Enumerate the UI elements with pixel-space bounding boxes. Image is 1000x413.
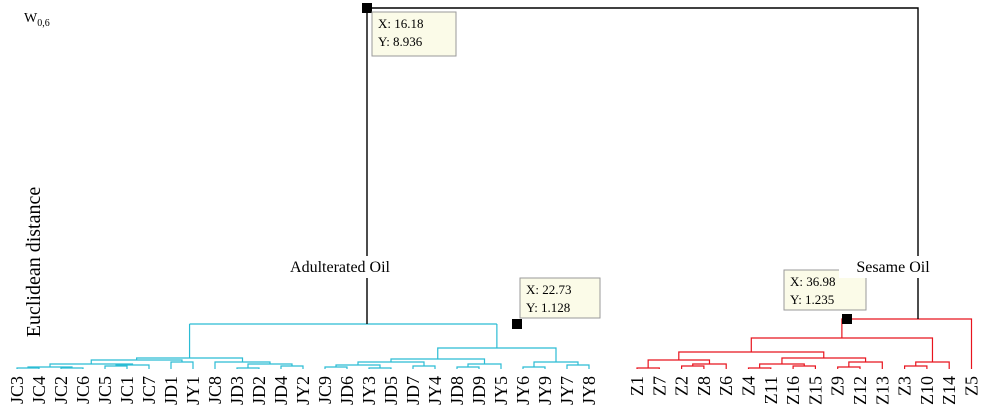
datatip-root: X: 16.18 Y: 8.936 — [371, 11, 457, 57]
leaf-label: JY5 — [491, 376, 511, 405]
leaf-label: JY6 — [513, 376, 533, 405]
dendrogram-link — [104, 365, 128, 369]
sesame-marker[interactable] — [842, 314, 852, 324]
dendrogram-link — [368, 367, 392, 369]
cluster-label-adulterated: Adulterated Oil — [290, 259, 391, 276]
datatip-box — [371, 11, 457, 57]
leaf-label: JD5 — [381, 376, 401, 405]
leaf-label: Z14 — [939, 376, 959, 405]
dendrogram-link — [16, 367, 40, 369]
leaf-label: Z16 — [783, 376, 803, 405]
leaf-label: Z6 — [716, 376, 736, 396]
dendrogram-link — [904, 365, 928, 369]
leaf-label: JY1 — [183, 376, 203, 405]
leaf-label: Z9 — [828, 376, 848, 396]
leaf-label: JD9 — [469, 376, 489, 405]
leaf-label: Z1 — [627, 376, 647, 396]
leaf-label: Z12 — [850, 376, 870, 405]
leaf-label: JD3 — [227, 376, 247, 405]
leaf-label: JD6 — [337, 376, 357, 405]
leaf-label: JC5 — [95, 376, 115, 404]
cluster-label-bg — [839, 256, 947, 278]
leaf-label: JY9 — [535, 376, 555, 405]
dendrogram-link — [837, 366, 861, 369]
datatip-adulterated: X: 22.73 Y: 1.128 — [519, 277, 601, 319]
dendrogram-link — [437, 347, 557, 362]
leaf-label: JD4 — [271, 376, 291, 405]
datatips: X: 16.18 Y: 8.936 X: 22.73 Y: 1.128 X: 36.98… — [371, 11, 867, 319]
leaf-label: Z4 — [739, 376, 759, 396]
dendrogram-link — [456, 366, 480, 369]
leaf-label: Z15 — [805, 376, 825, 405]
leaf-label: JC7 — [139, 376, 159, 404]
dendrogram-link — [324, 366, 348, 369]
datatip-y: Y: 1.235 — [790, 292, 834, 307]
leaf-label: JY4 — [425, 376, 445, 405]
dendrogram-link — [60, 367, 84, 369]
root-marker[interactable] — [362, 3, 372, 13]
datatip-x: X: 16.18 — [378, 16, 424, 31]
leaf-label: JY7 — [557, 376, 577, 405]
leaf-label: JD2 — [249, 376, 269, 405]
leaf-label: JC2 — [51, 376, 71, 404]
leaf-label: Z13 — [872, 376, 892, 405]
y-axis-label: Euclidean distance — [23, 187, 45, 338]
leaf-label: Z11 — [761, 376, 781, 404]
dendrogram-link — [170, 361, 194, 369]
cluster-label-sesame: Sesame Oil — [856, 259, 930, 276]
dendrogram-link — [236, 367, 260, 369]
dendrogram-link — [115, 364, 150, 369]
leaf-label: Z8 — [694, 376, 714, 396]
leaf-label: JC6 — [73, 376, 93, 404]
dendrogram-link — [792, 365, 816, 369]
dendrogram-link — [747, 367, 772, 369]
dendrogram-link — [412, 365, 436, 369]
leaf-labels: JC3 JC4 JC2 JC6 JC5 JC1 JC7 JD1 JY1 JC8 JD3 JD2 JD4 J… — [7, 376, 982, 405]
leaf-label: Z3 — [895, 376, 915, 396]
leaf-label: JC1 — [117, 376, 137, 404]
dendrogram-markers — [362, 3, 852, 329]
adulterated-marker[interactable] — [512, 319, 522, 329]
corner-label: W0,6 — [24, 11, 50, 29]
leaf-label: JD1 — [161, 376, 181, 405]
dendrogram-link — [280, 365, 304, 369]
leaf-label: JD8 — [447, 376, 467, 405]
root-link — [366, 7, 919, 324]
datatip-x: X: 22.73 — [526, 282, 572, 297]
leaf-label: JC3 — [7, 376, 27, 404]
leaf-label: JY3 — [359, 376, 379, 405]
datatip-y: Y: 1.128 — [526, 300, 570, 315]
dendrogram-link — [566, 364, 590, 369]
leaf-label: Z7 — [649, 376, 669, 396]
dendrogram-link — [781, 357, 867, 364]
leaf-label: Z10 — [917, 376, 937, 405]
cluster-label-bg — [286, 256, 394, 278]
dendrogram-link — [678, 351, 825, 360]
leaf-label: JY2 — [293, 376, 313, 405]
leaf-label: JY8 — [579, 376, 599, 405]
dendrogram-link — [841, 318, 973, 369]
leaf-label: JD7 — [403, 376, 423, 405]
dendrogram-link — [522, 366, 546, 369]
leaf-label: Z2 — [672, 376, 692, 396]
cluster-labels: Adulterated Oil Sesame Oil — [286, 256, 947, 278]
leaf-label: JC9 — [315, 376, 335, 404]
datatip-x: X: 36.98 — [790, 274, 836, 289]
dendrogram-link — [636, 367, 660, 369]
leaf-label: JC8 — [205, 376, 225, 404]
leaf-label: JC4 — [29, 376, 49, 404]
dendrogram-link — [848, 361, 883, 369]
dendrogram-link — [681, 365, 705, 369]
leaf-label: Z5 — [962, 376, 982, 396]
datatip-y: Y: 8.936 — [378, 34, 423, 49]
datatip-box — [519, 277, 601, 319]
dendrogram-links — [16, 7, 973, 369]
